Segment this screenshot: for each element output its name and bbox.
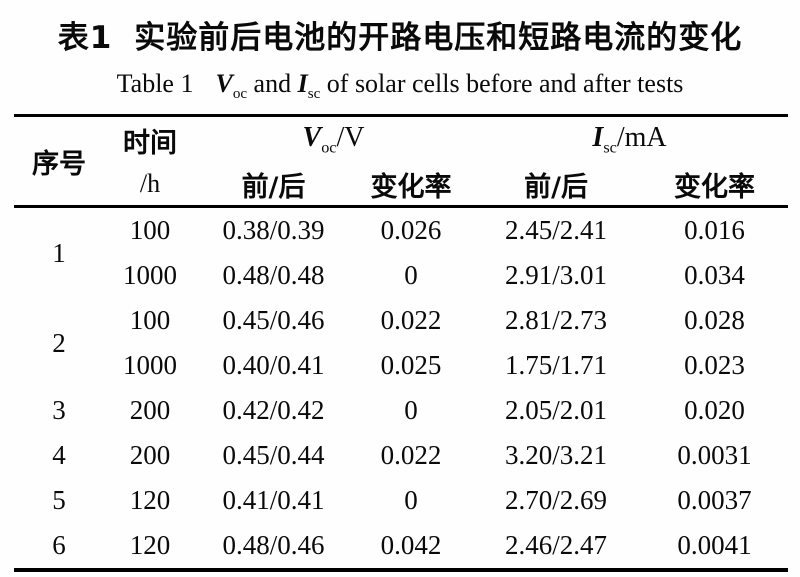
col-header-voc: Voc/V [196,116,471,164]
serial-cell: 6 [52,530,66,561]
and-text: and [247,69,298,98]
voc-rate-cell: 0.042 [380,530,442,561]
voc-symbol: V [215,69,233,98]
isc-rate-cell: 0.020 [684,395,745,426]
voc-cell: 0.48/0.48 [222,260,325,291]
voc-header-unit: /V [336,122,365,154]
voc-header-subscript: oc [321,138,337,157]
isc-cell: 3.20/3.21 [505,440,608,471]
serial-cell: 5 [52,485,66,516]
table-number-en: Table 1 [116,69,194,98]
serial-cell: 3 [52,395,66,426]
isc-rate-cell: 0.0041 [677,530,752,561]
voc-rate-cell: 0.026 [380,215,442,246]
isc-cell: 2.45/2.41 [505,215,608,246]
time-cell: 120 [129,485,171,516]
isc-cell: 1.75/1.71 [505,350,608,381]
table-title-zh-text: 实验前后电池的开路电压和短路电流的变化 [134,20,743,56]
voc-cell: 0.40/0.41 [222,350,325,381]
time-cell: 1000 [123,350,177,381]
col-header-voc-change-rate: 变化率 [351,163,472,209]
isc-symbol: I [297,69,308,98]
table-row: 5 120 0.41/0.41 0 2.70/2.69 0.0037 [14,478,788,523]
voc-rate-cell: 0.025 [380,350,442,381]
isc-cell: 2.70/2.69 [505,485,608,516]
time-cell: 200 [129,440,171,471]
col-header-serial: 序号 [14,115,104,209]
table-row: 4 200 0.45/0.44 0.022 3.20/3.21 0.0031 [14,433,788,478]
isc-rate-cell: 0.016 [684,215,745,246]
time-cell: 1000 [123,260,177,291]
table-header: 序号 时间 Voc/V Isc/mA /h 前/后 变化率 前/后 变化率 [14,115,789,209]
voc-rate-cell: 0 [404,260,418,291]
col-header-time: 时间 [123,127,177,159]
table-row: 1 100 0.38/0.39 0.026 2.45/2.41 0.016 [14,207,788,268]
isc-cell: 2.81/2.73 [505,305,608,336]
header-row-2: /h 前/后 变化率 前/后 变化率 [14,163,789,209]
voc-cell: 0.38/0.39 [222,215,325,246]
table-title-english: Table 1 Voc and Isc of solar cells before… [0,69,800,103]
voc-rate-cell: 0 [404,485,418,516]
isc-rate-cell: 0.0037 [677,485,752,516]
table-row: 3 200 0.42/0.42 0 2.05/2.01 0.020 [14,388,788,433]
isc-rate-cell: 0.034 [684,260,745,291]
table-number-zh: 表1 [57,20,113,56]
isc-header-symbol: I [592,122,604,154]
serial-cell: 4 [52,440,66,471]
voc-cell: 0.41/0.41 [222,485,325,516]
serial-cell: 1 [52,237,66,268]
col-header-isc: Isc/mA [471,116,788,164]
isc-rate-cell: 0.023 [684,350,745,381]
header-row-1: 序号 时间 Voc/V Isc/mA [14,115,788,209]
isc-header-subscript: sc [603,138,617,157]
voc-rate-cell: 0 [404,395,418,426]
title-en-rest: of solar cells before and after tests [320,69,684,98]
isc-cell: 2.91/3.01 [505,260,608,291]
col-header-isc-change-rate: 变化率 [641,163,789,209]
table-row: 1000 0.48/0.48 0 2.91/3.01 0.034 [14,253,788,298]
voc-cell: 0.42/0.42 [222,395,325,426]
table-row: 6 120 0.48/0.46 0.042 2.46/2.47 0.0041 [14,523,788,570]
isc-rate-cell: 0.0031 [677,440,752,471]
table-body: 1 100 0.38/0.39 0.026 2.45/2.41 0.016 10… [14,207,788,571]
table-title-chinese: 表1 实验前后电池的开路电压和短路电流的变化 [0,0,800,57]
voc-header-symbol: V [302,122,322,154]
isc-cell: 2.46/2.47 [505,530,608,561]
isc-subscript: sc [307,86,321,103]
voc-cell: 0.48/0.46 [222,530,325,561]
col-header-isc-before-after: 前/后 [471,163,642,209]
voc-subscript: oc [232,86,248,103]
voc-cell: 0.45/0.44 [222,440,325,471]
isc-header-unit: /mA [616,122,667,154]
time-cell: 120 [129,530,171,561]
table-row: 2 100 0.45/0.46 0.022 2.81/2.73 0.028 [14,298,788,358]
serial-cell: 2 [52,327,66,358]
isc-cell: 2.05/2.01 [505,395,608,426]
results-table: 序号 时间 Voc/V Isc/mA /h 前/后 变化率 前/后 变化率 1 … [14,114,789,573]
time-cell: 100 [129,215,171,246]
voc-rate-cell: 0.022 [380,305,442,336]
isc-rate-cell: 0.028 [684,305,745,336]
col-header-voc-before-after: 前/后 [196,163,351,209]
voc-cell: 0.45/0.46 [222,305,325,336]
table-row: 1000 0.40/0.41 0.025 1.75/1.71 0.023 [14,343,788,388]
time-cell: 200 [129,395,171,426]
col-header-time-unit: /h [104,163,196,209]
time-cell: 100 [129,305,171,336]
voc-rate-cell: 0.022 [380,440,442,471]
